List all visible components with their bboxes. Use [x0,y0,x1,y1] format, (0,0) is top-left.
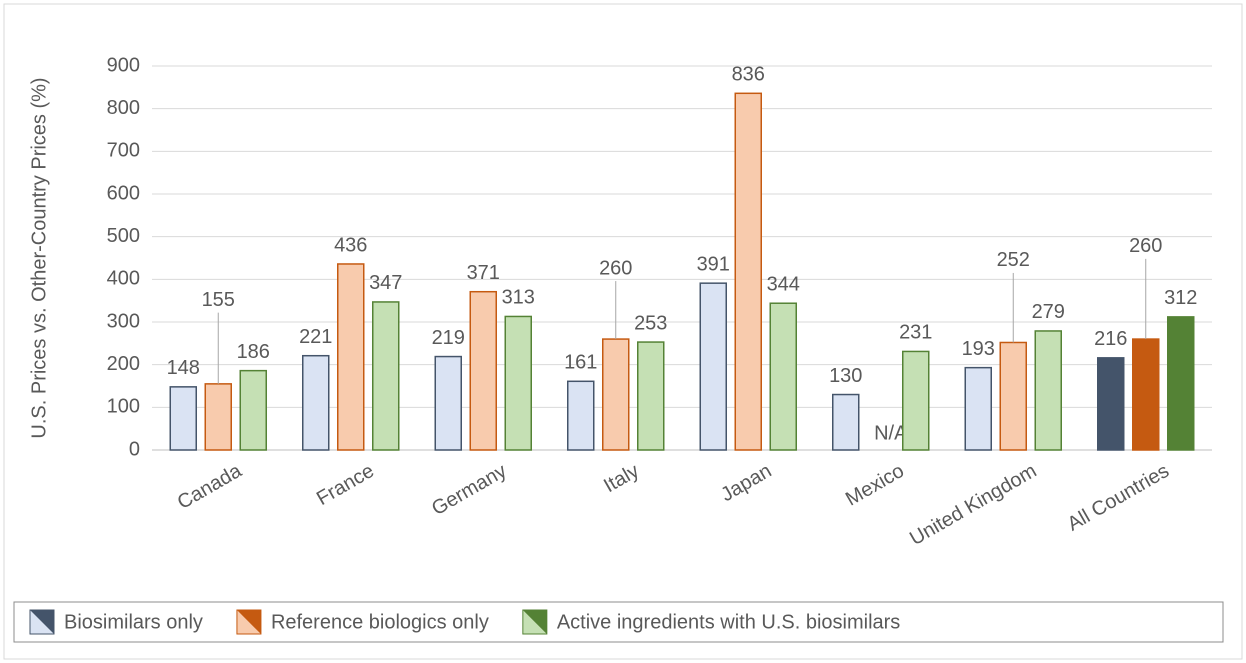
bar [734,92,762,451]
bar [699,282,727,451]
bar [372,301,400,451]
y-tick-label: 900 [107,54,140,76]
legend-swatch [236,610,261,634]
bar [337,263,365,451]
y-tick-label: 100 [107,396,140,418]
y-axis-title: U.S. Prices vs. Other-Country Prices (%) [28,77,50,438]
data-label: 193 [962,338,995,360]
bar [1132,338,1160,451]
legend-label: Reference biologics only [271,611,489,633]
data-label: 347 [369,272,402,294]
bar [434,355,462,451]
data-label: 219 [432,327,465,349]
data-label: 260 [599,257,632,279]
data-label: 260 [1129,235,1162,257]
data-label: 344 [767,274,800,296]
y-tick-label: 700 [107,140,140,162]
data-label: 312 [1164,287,1197,309]
bar [302,354,330,451]
bar [999,341,1027,451]
bar [1034,330,1062,451]
legend-label: Active ingredients with U.S. biosimilars [557,611,900,633]
data-label: N/A [874,422,908,444]
bar [769,302,797,451]
y-tick-label: 0 [129,438,140,460]
y-tick-label: 400 [107,268,140,290]
data-label: 130 [829,365,862,387]
data-label: 836 [732,64,765,86]
data-label: 253 [634,312,667,334]
data-label: 221 [299,326,332,348]
legend-swatch [522,610,547,634]
legend-box [13,601,1224,643]
data-label: 436 [334,234,367,256]
y-tick-label: 800 [107,97,140,119]
data-label: 371 [467,262,500,284]
bar [169,386,197,451]
y-tick-label: 300 [107,310,140,332]
bar [239,369,267,451]
data-label: 279 [1032,301,1065,323]
legend-label: Biosimilars only [64,611,203,633]
bar [567,380,595,451]
bar [602,338,630,451]
data-label: 155 [202,289,235,311]
bar [504,315,532,451]
bar [1097,357,1125,451]
bar [469,290,497,451]
bar [964,366,992,451]
data-label: 186 [237,341,270,363]
data-label: 216 [1094,328,1127,350]
bar [832,393,860,451]
data-label: 313 [502,287,535,309]
bar [204,383,232,451]
legend-swatch [30,610,54,634]
bar [1167,316,1195,451]
data-label: 231 [899,322,932,344]
data-label: 391 [697,253,730,275]
bar [637,341,665,451]
data-label: 252 [997,249,1030,271]
y-tick-label: 500 [107,225,140,247]
bar [902,350,930,451]
data-label: 148 [167,357,200,379]
data-label: 161 [564,352,597,374]
y-tick-label: 200 [107,353,140,375]
y-tick-label: 600 [107,182,140,204]
